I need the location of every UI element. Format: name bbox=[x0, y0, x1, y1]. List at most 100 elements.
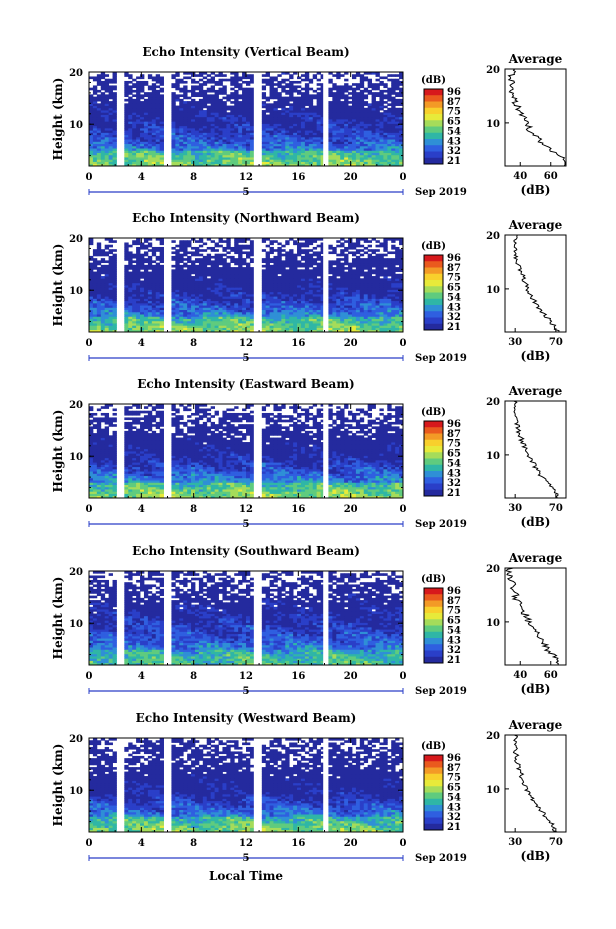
heatmap-cell bbox=[159, 157, 164, 160]
heatmap-cell bbox=[285, 78, 290, 82]
heatmap-cell bbox=[300, 101, 306, 104]
heatmap-cell bbox=[151, 136, 157, 140]
heatmap-cell bbox=[230, 159, 235, 162]
heatmap-cell bbox=[312, 161, 318, 165]
heatmap-cell bbox=[320, 163, 325, 167]
heatmap-cell bbox=[108, 148, 113, 151]
heatmap-cell bbox=[128, 76, 133, 80]
heatmap-cell bbox=[92, 123, 98, 127]
heatmap-cell bbox=[379, 327, 384, 331]
heatmap-cell bbox=[387, 136, 392, 140]
heatmap-cell bbox=[140, 150, 145, 153]
heatmap-cell bbox=[285, 85, 290, 89]
heatmap-cell bbox=[265, 141, 270, 145]
heatmap-cell bbox=[89, 163, 94, 167]
heatmap-cell bbox=[206, 327, 212, 331]
heatmap-cell bbox=[328, 103, 333, 106]
heatmap-cell bbox=[234, 83, 239, 86]
heatmap-cell bbox=[249, 101, 255, 104]
heatmap-cell bbox=[151, 89, 157, 93]
heatmap-cell bbox=[171, 136, 176, 140]
heatmap-cell bbox=[96, 112, 102, 115]
heatmap-cell bbox=[210, 127, 216, 131]
heatmap-cell bbox=[359, 76, 365, 80]
heatmap-cell bbox=[340, 161, 345, 165]
heatmap-cell bbox=[147, 114, 153, 118]
heatmap-cell bbox=[265, 96, 270, 100]
heatmap-cell bbox=[112, 141, 117, 145]
heatmap-cell bbox=[234, 327, 239, 331]
heatmap-cell bbox=[289, 132, 294, 136]
heatmap-cell bbox=[128, 98, 133, 102]
heatmap-cell bbox=[222, 96, 227, 100]
heatmap-cell bbox=[132, 105, 137, 109]
heatmap-cell bbox=[332, 121, 337, 124]
heatmap-cell bbox=[332, 157, 337, 160]
heatmap-cell bbox=[132, 163, 137, 167]
heatmap-cell bbox=[234, 157, 239, 160]
heatmap-cell bbox=[179, 148, 184, 151]
heatmap-cell bbox=[214, 89, 219, 93]
heatmap-cell bbox=[171, 327, 176, 331]
heatmap-cell bbox=[183, 141, 188, 145]
heatmap-cell bbox=[391, 105, 396, 109]
heatmap-cell bbox=[112, 76, 117, 80]
heatmap-cell bbox=[214, 116, 219, 120]
heatmap-cell bbox=[183, 94, 188, 98]
heatmap-cell bbox=[246, 148, 251, 151]
heatmap-cell bbox=[308, 157, 314, 160]
heatmap-cell bbox=[124, 114, 129, 118]
heatmap-cell bbox=[312, 110, 318, 113]
panel-title: Echo Intensity (Vertical Beam) bbox=[142, 45, 349, 59]
heatmap-cell bbox=[198, 101, 204, 104]
heatmap-cell bbox=[159, 89, 164, 93]
heatmap-cell bbox=[332, 150, 337, 153]
heatmap-cell bbox=[249, 161, 255, 165]
heatmap-cell bbox=[132, 161, 137, 165]
heatmap-cell bbox=[242, 157, 247, 160]
heatmap-cell bbox=[351, 329, 357, 333]
heatmap-cell bbox=[202, 329, 208, 333]
heatmap-cell bbox=[222, 163, 227, 167]
heatmap-cell bbox=[399, 92, 404, 95]
heatmap-cell bbox=[249, 143, 255, 147]
heatmap-cell bbox=[159, 159, 164, 162]
heatmap-cell bbox=[92, 130, 98, 133]
heatmap-cell bbox=[277, 157, 282, 160]
heatmap-cell bbox=[304, 72, 310, 75]
heatmap-cell bbox=[304, 159, 310, 162]
heatmap-cell bbox=[395, 130, 400, 133]
heatmap-cell bbox=[340, 145, 345, 149]
heatmap-cell bbox=[340, 143, 345, 147]
heatmap-cell bbox=[289, 116, 294, 120]
heatmap-cell bbox=[187, 110, 192, 113]
heatmap-cell bbox=[355, 96, 361, 100]
profile-y-tick-label: 20 bbox=[486, 65, 500, 76]
heatmap-cell bbox=[179, 159, 184, 162]
heatmap-cell bbox=[128, 327, 133, 331]
heatmap-cell bbox=[147, 92, 153, 95]
heatmap-cell bbox=[281, 110, 286, 113]
heatmap-cell bbox=[128, 116, 133, 120]
heatmap-cell bbox=[179, 107, 184, 111]
heatmap-cell bbox=[179, 98, 184, 102]
heatmap-cell bbox=[155, 80, 161, 84]
heatmap-cell bbox=[269, 143, 274, 147]
heatmap-cell bbox=[261, 94, 267, 98]
heatmap-cell bbox=[285, 325, 290, 328]
heatmap-cell bbox=[202, 134, 208, 138]
heatmap-cell bbox=[147, 121, 153, 124]
heatmap-cell bbox=[238, 105, 243, 109]
heatmap-cell bbox=[198, 161, 204, 165]
heatmap-cell bbox=[293, 329, 298, 333]
heatmap-cell bbox=[328, 145, 333, 149]
heatmap-cell bbox=[132, 94, 137, 98]
heatmap-cell bbox=[328, 148, 333, 151]
heatmap-cell bbox=[147, 123, 153, 127]
heatmap-cell bbox=[175, 154, 180, 158]
heatmap-cell bbox=[92, 157, 98, 160]
heatmap-cell bbox=[297, 114, 302, 118]
heatmap-cell bbox=[328, 119, 333, 122]
heatmap-cell bbox=[395, 92, 400, 95]
heatmap-cell bbox=[320, 89, 325, 93]
